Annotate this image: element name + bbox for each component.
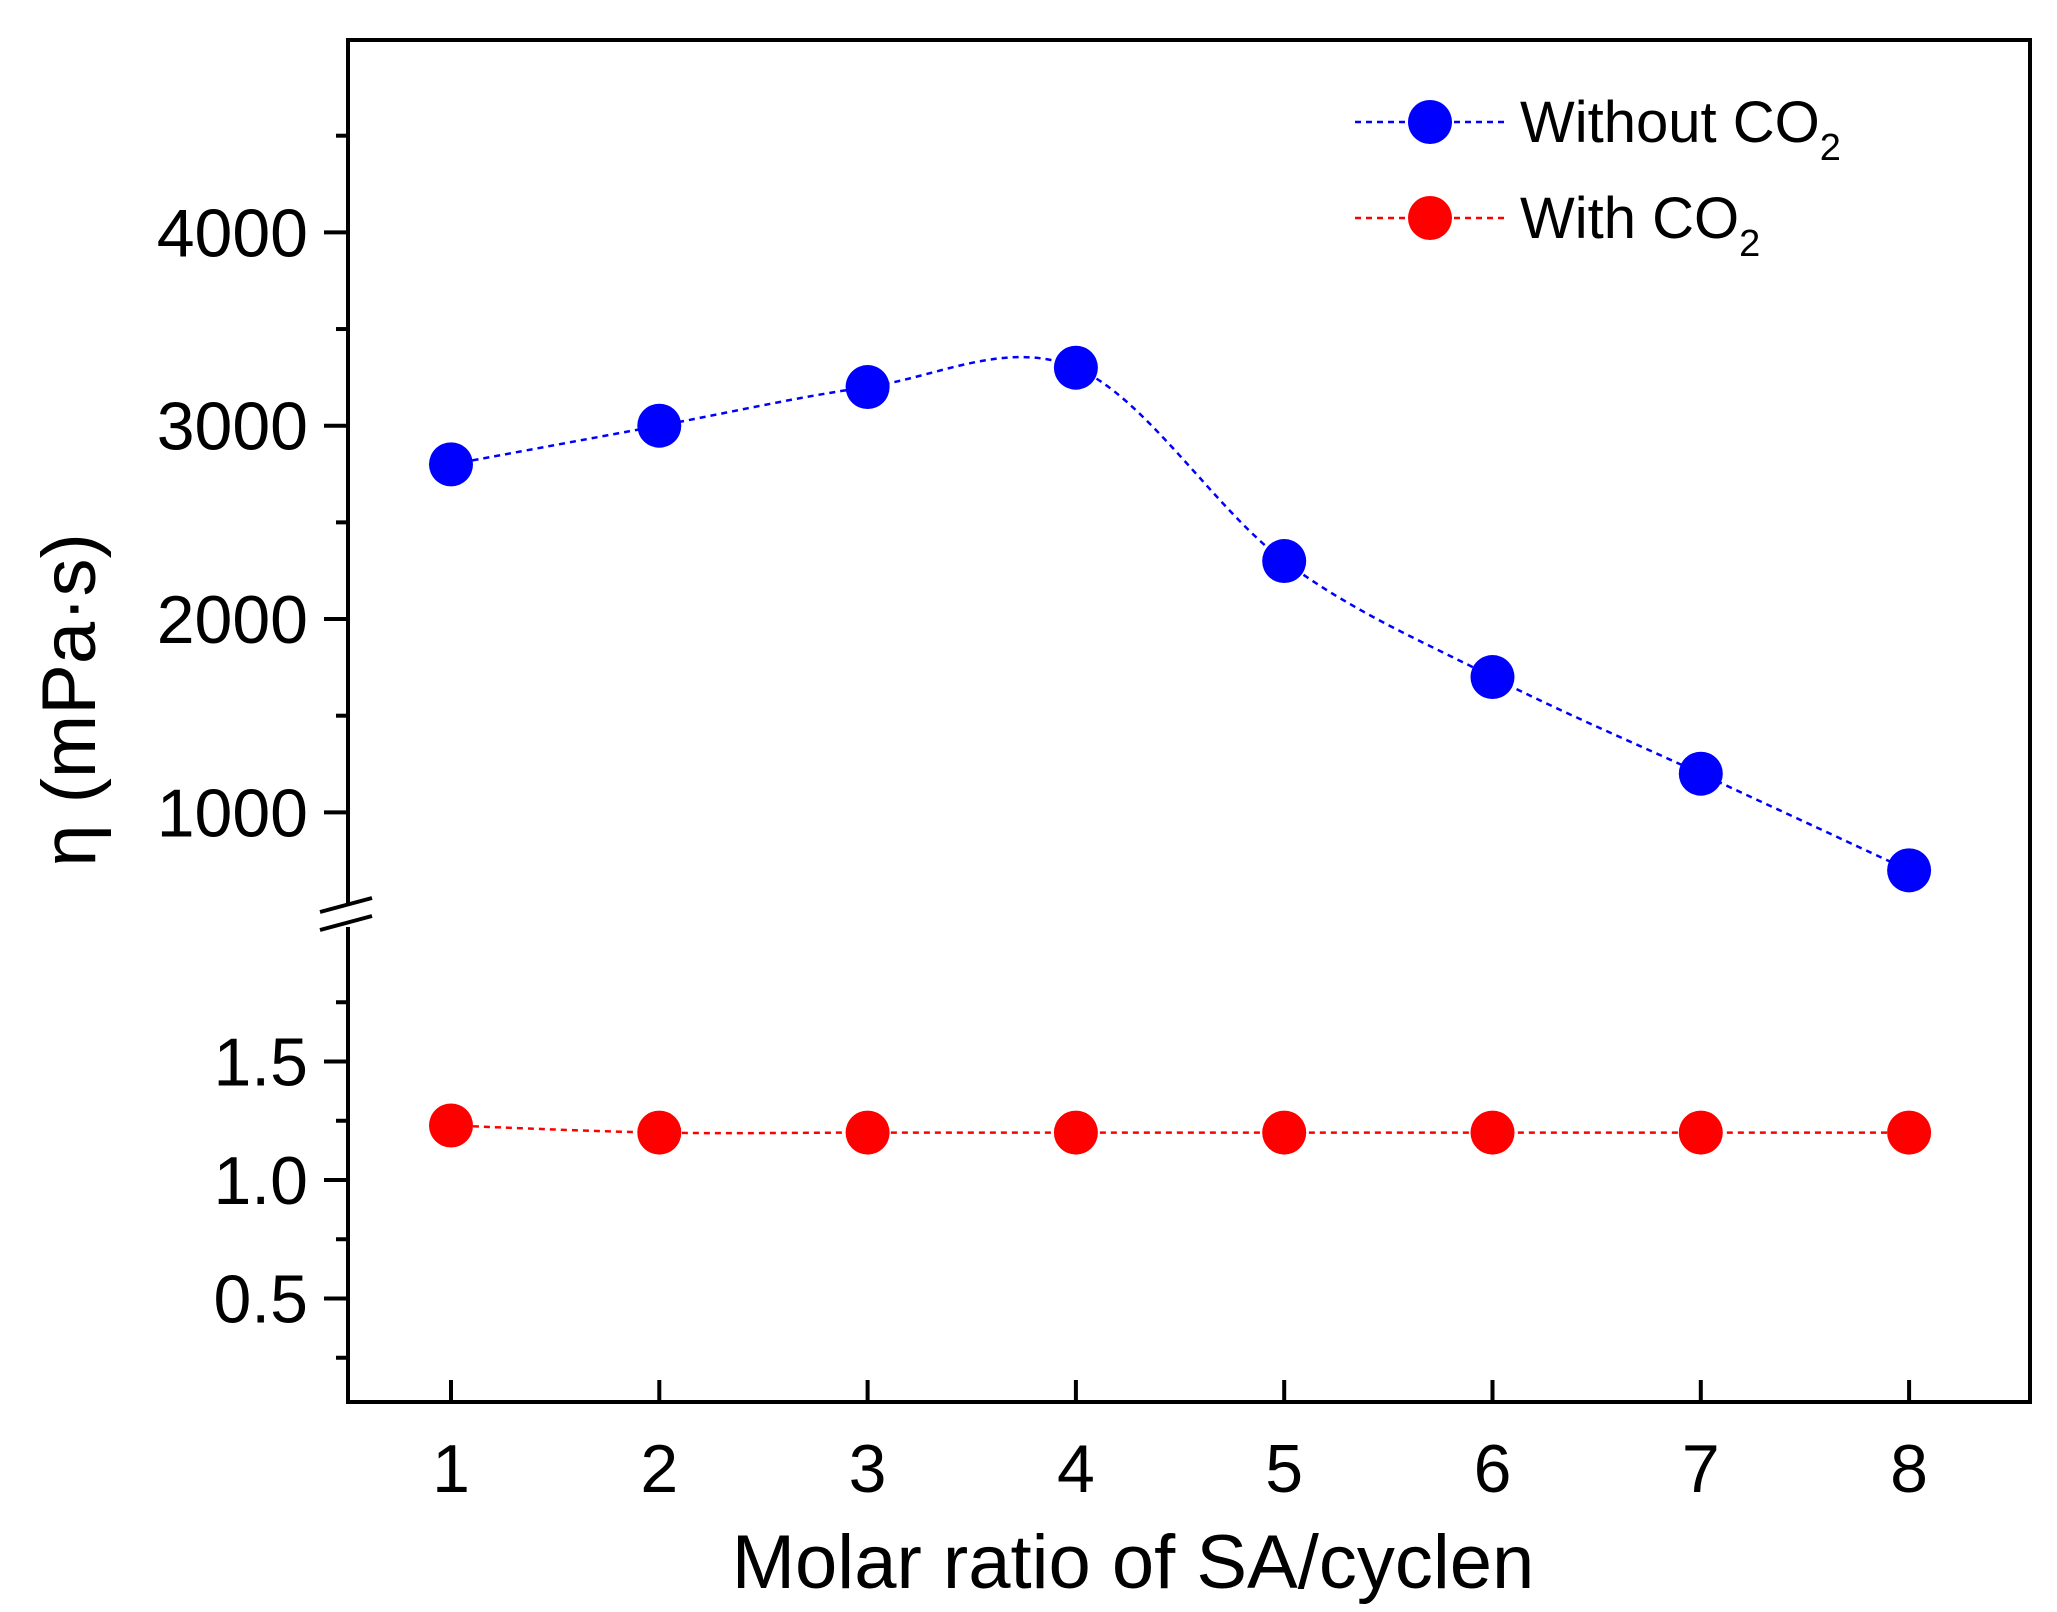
- series-line-without-co2: [450, 355, 1910, 872]
- data-point-without-co2: [1053, 345, 1098, 390]
- data-point-without-co2: [1262, 539, 1307, 584]
- x-axis-title: Molar ratio of SA/cyclen: [732, 1520, 1535, 1605]
- y-lower-tick-labels: 0.5 1.0 1.5: [213, 1025, 308, 1338]
- data-point-with-co2: [1887, 1110, 1932, 1155]
- data-point-without-co2: [637, 403, 682, 448]
- y-upper-tick-label: 4000: [157, 195, 308, 271]
- data-point-with-co2: [1262, 1110, 1307, 1155]
- y-axis-title: η (mPa·s): [27, 533, 112, 867]
- plot-frame: [346, 38, 2032, 1404]
- y-lower-tick-label: 1.5: [213, 1025, 308, 1101]
- x-tick-label: 2: [640, 1431, 678, 1507]
- legend-marker-without-co2: [1408, 100, 1452, 144]
- x-tick-label: 6: [1474, 1431, 1512, 1507]
- data-point-without-co2: [1887, 848, 1932, 893]
- legend-label-without-co2: Without CO2: [1520, 90, 1841, 169]
- x-tick-label: 7: [1682, 1431, 1720, 1507]
- axis-break-marker: [319, 896, 373, 932]
- y-lower-tick-label: 0.5: [213, 1262, 308, 1338]
- data-point-without-co2: [429, 442, 473, 487]
- x-tick-labels: 1 2 3 4 5 6 7 8: [432, 1431, 1928, 1507]
- data-point-with-co2: [1470, 1110, 1515, 1155]
- axis-ticks: [324, 133, 1912, 1402]
- legend-label-with-co2: With CO2: [1520, 186, 1760, 265]
- legend: Without CO2 With CO2: [1355, 90, 1841, 265]
- data-point-without-co2: [1678, 751, 1723, 796]
- x-tick-label: 5: [1265, 1431, 1303, 1507]
- y-upper-tick-labels: 1000 2000 3000 4000: [157, 195, 308, 851]
- data-point-with-co2: [637, 1110, 682, 1155]
- data-point-without-co2: [1470, 655, 1515, 700]
- y-lower-tick-label: 1.0: [213, 1143, 308, 1219]
- x-tick-label: 8: [1890, 1431, 1928, 1507]
- y-upper-tick-label: 1000: [157, 775, 308, 851]
- data-point-with-co2: [1053, 1110, 1098, 1155]
- data-point-with-co2: [429, 1103, 473, 1148]
- data-point-without-co2: [845, 365, 890, 410]
- data-point-with-co2: [1678, 1110, 1723, 1155]
- x-tick-label: 3: [849, 1431, 887, 1507]
- x-tick-label: 1: [432, 1431, 470, 1507]
- y-upper-tick-label: 3000: [157, 389, 308, 465]
- x-tick-label: 4: [1057, 1431, 1095, 1507]
- y-upper-tick-label: 2000: [157, 582, 308, 658]
- series-line-with-co2: [450, 1124, 1910, 1135]
- legend-marker-with-co2: [1408, 196, 1452, 240]
- series-layer: [429, 345, 1932, 1155]
- data-point-with-co2: [845, 1110, 890, 1155]
